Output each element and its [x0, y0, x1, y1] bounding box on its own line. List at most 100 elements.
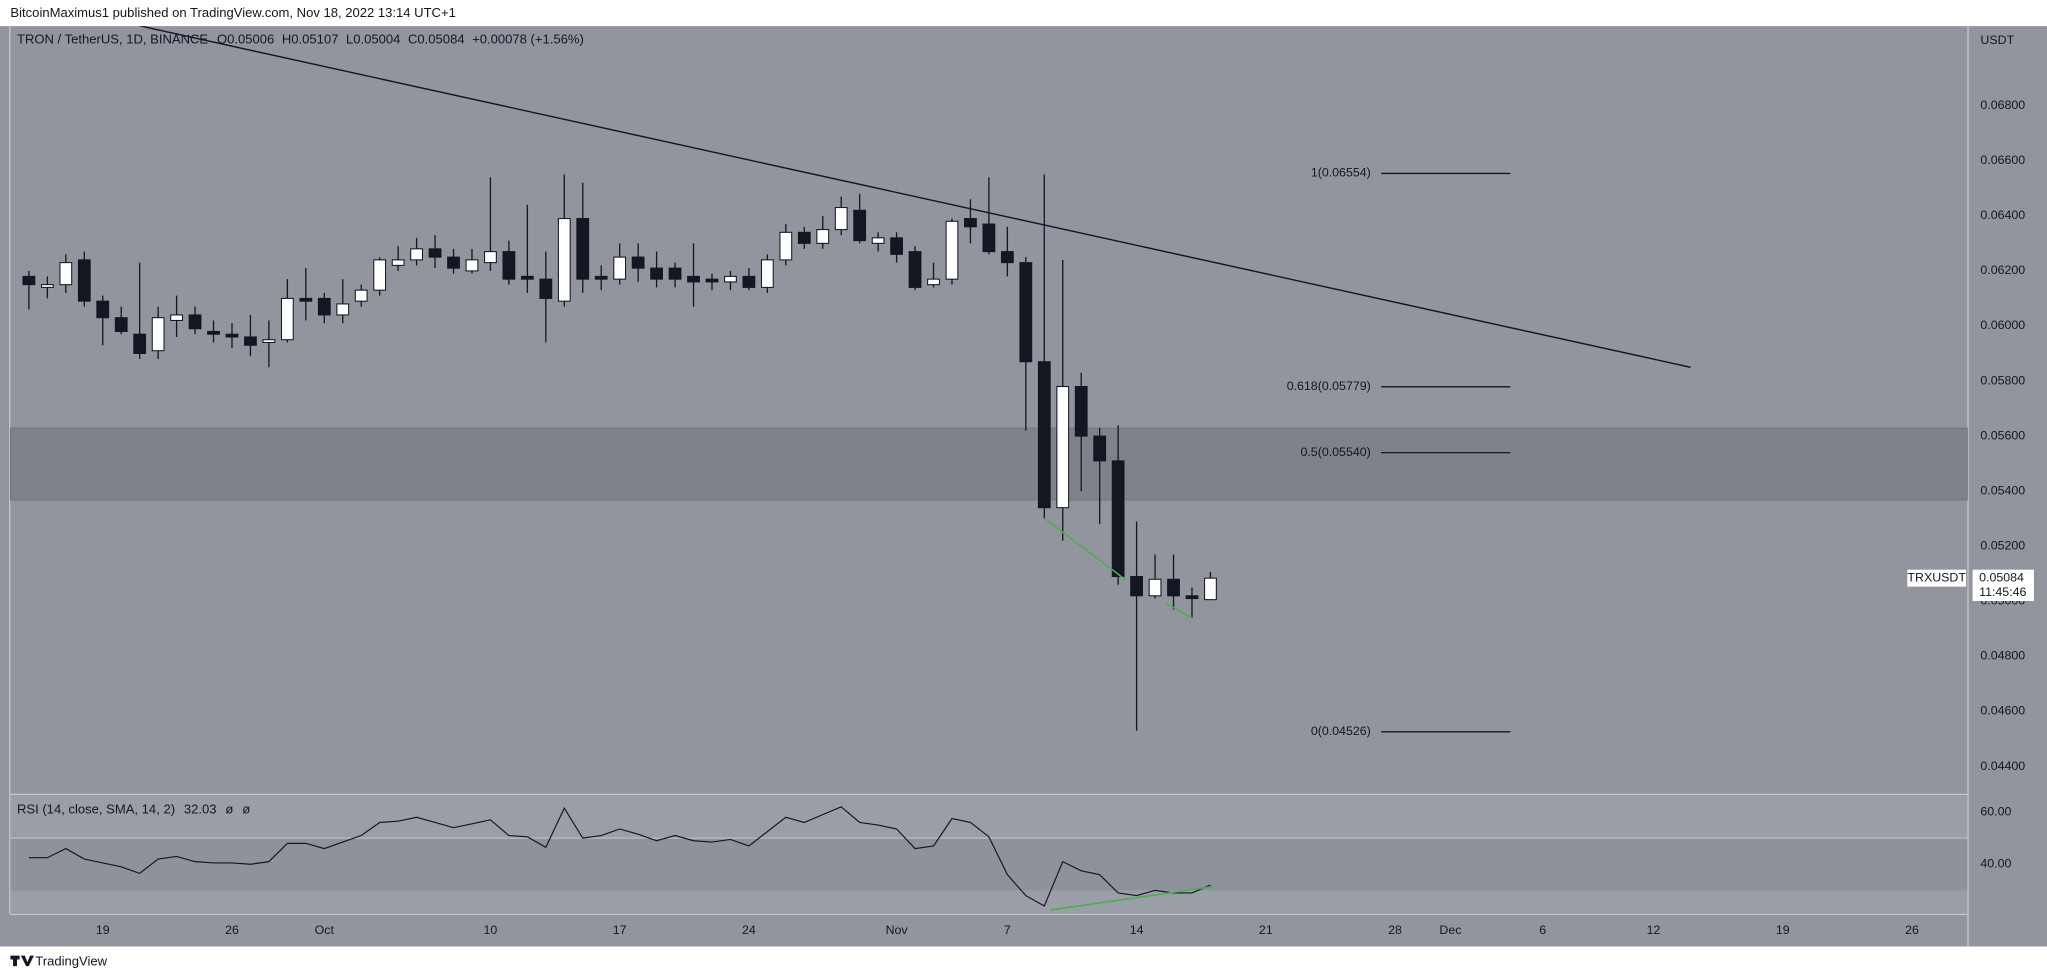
- ohlc-key: O: [217, 32, 227, 47]
- ohlc-value: 0.05004: [353, 32, 400, 47]
- candle-body: [428, 248, 442, 258]
- ohlc-key: H: [282, 32, 291, 47]
- y-tick-label: 0.04400: [1980, 759, 2025, 773]
- candle-body: [760, 259, 774, 288]
- symbol-header: TRON / TetherUS, 1D, BINANCE O0.05006 H0…: [17, 32, 584, 47]
- candle-body: [410, 248, 423, 261]
- candle-body: [447, 256, 460, 269]
- candle-body: [982, 223, 996, 253]
- support-zone: [10, 427, 1968, 501]
- x-tick-label: 17: [613, 923, 627, 937]
- candle-body: [1019, 262, 1033, 363]
- publisher-line: BitcoinMaximus1 published on TradingView…: [10, 5, 455, 20]
- candle-body: [207, 330, 220, 335]
- fib-level-label: 0.5(0.05540): [1300, 445, 1370, 459]
- candle-body: [742, 275, 756, 288]
- candle-body: [927, 278, 940, 286]
- candle-body: [816, 229, 830, 244]
- candle-body: [59, 262, 73, 286]
- candle-body: [1056, 386, 1070, 509]
- fib-level-label: 0(0.04526): [1311, 724, 1371, 738]
- x-tick-label: Nov: [886, 923, 909, 937]
- candle-body: [705, 278, 719, 283]
- price-tag-countdown: 11:45:46: [1979, 585, 2026, 599]
- candle-body: [1130, 575, 1143, 597]
- candle-body: [151, 317, 165, 352]
- candle-body: [96, 300, 110, 319]
- rsi-band: [10, 838, 1968, 891]
- candle-body: [373, 259, 387, 291]
- main-layer: 1(0.06554) 0.618(0.05779) 0.5(0.05540) 0(0.…: [22, 26, 1691, 738]
- y-tick-label: 0.05600: [1980, 428, 2025, 442]
- x-tick-label: 21: [1259, 923, 1273, 937]
- logo-icon: [10, 955, 34, 967]
- candle-body: [1148, 578, 1162, 597]
- footer-logo: TradingView: [10, 954, 108, 969]
- price-tag-value: 0.05084: [1979, 570, 2024, 584]
- ohlc-value: 0.05084: [417, 32, 464, 47]
- x-tick-label: 24: [742, 923, 756, 937]
- divergence-line: [1165, 602, 1194, 620]
- candle-body: [40, 284, 54, 288]
- candle-body: [724, 275, 737, 283]
- symbol-tag-box: [1907, 569, 1967, 587]
- candle-body: [797, 231, 811, 244]
- candle-body: [188, 314, 202, 330]
- ohlc-value: 0.05107: [291, 32, 338, 47]
- candle-body: [539, 278, 553, 299]
- symbol-tag: TRXUSDT: [1907, 570, 1966, 584]
- candle-body: [1000, 251, 1014, 264]
- rsi-line: [28, 806, 1211, 907]
- candle-body: [391, 259, 405, 266]
- candle-body: [945, 220, 959, 280]
- fib-level-label: 0.618(0.05779): [1287, 379, 1371, 393]
- candle-body: [170, 314, 183, 321]
- y-tick-label: 0.04600: [1980, 704, 2025, 718]
- candle-body: [1204, 577, 1217, 601]
- axis-layer: 19 26 Oct 10 17 24 Nov 7 14 21 28 Dec 6 12 19 26 0.04400…: [96, 98, 2034, 937]
- candle-body: [465, 259, 479, 272]
- fib-level-label: 1(0.06554): [1311, 166, 1371, 180]
- y-tick-label: 0.06200: [1980, 263, 2025, 277]
- candle-body: [262, 339, 276, 343]
- rsi-y-tick-label: 60.00: [1980, 804, 2011, 818]
- rsi-extra: ø: [242, 802, 250, 817]
- ohlc-key: C: [408, 32, 417, 47]
- x-tick-label: 7: [1004, 923, 1011, 937]
- candle-body: [244, 336, 257, 346]
- candle-body: [576, 218, 590, 280]
- rsi-extra: ø: [225, 802, 233, 817]
- y-tick-label: 0.06400: [1980, 208, 2025, 222]
- rsi-title: RSI (14, close, SMA, 14, 2): [17, 802, 175, 817]
- candle-body: [594, 275, 608, 280]
- candle-body: [1167, 578, 1180, 597]
- x-tick-label: Oct: [315, 923, 335, 937]
- candle-body: [22, 275, 36, 286]
- rsi-layer: [10, 806, 1968, 907]
- price-tag-box: [1972, 569, 2034, 602]
- divergence-line: [1043, 517, 1126, 581]
- candle-body: [520, 275, 534, 280]
- candle-body: [336, 303, 350, 316]
- candle-body: [225, 333, 239, 338]
- y-tick-label: 0.06600: [1980, 153, 2025, 167]
- ohlc-value: 0.05006: [227, 32, 274, 47]
- rsi-divergence-line: [1050, 885, 1215, 911]
- candle-body: [964, 218, 977, 228]
- candle-body: [908, 251, 922, 288]
- candle-body: [1037, 361, 1051, 509]
- y-tick-label: 0.05400: [1980, 483, 2025, 497]
- y-tick-label: 0.06800: [1980, 98, 2025, 112]
- x-tick-label: Dec: [1439, 923, 1461, 937]
- candle-body: [650, 267, 663, 280]
- x-tick-label: 26: [1905, 923, 1919, 937]
- candle-body: [631, 256, 645, 269]
- candle-body: [1074, 386, 1088, 437]
- x-tick-label: 14: [1130, 923, 1144, 937]
- candle-body: [354, 289, 368, 302]
- symbol: TRON / TetherUS, 1D, BINANCE: [17, 32, 208, 47]
- rsi-current-value: 32.03: [184, 802, 217, 817]
- candle-body: [871, 237, 885, 244]
